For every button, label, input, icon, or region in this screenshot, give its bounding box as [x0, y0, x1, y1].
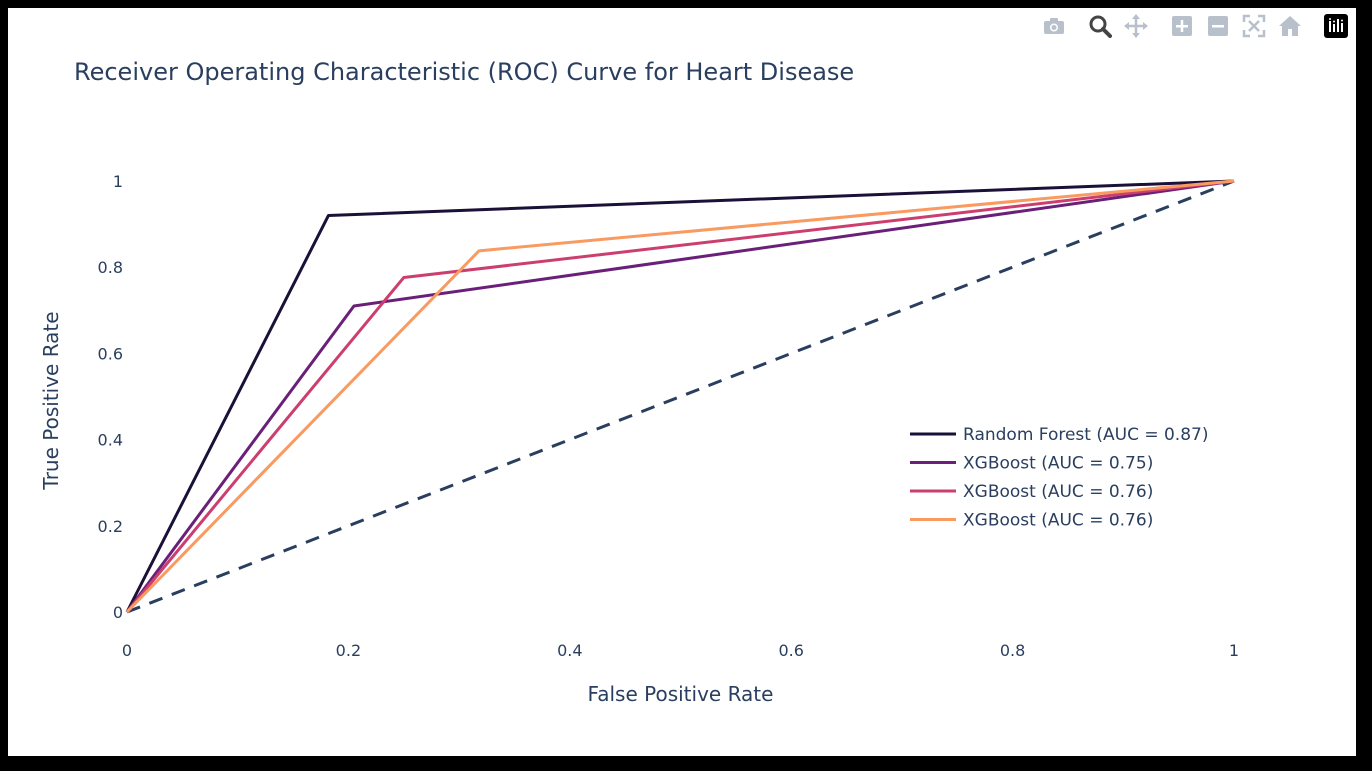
y-axis-title: True Positive Rate	[39, 311, 63, 490]
x-tick-label: 0.8	[1000, 641, 1025, 660]
camera-icon[interactable]	[1042, 14, 1066, 38]
chart-title: Receiver Operating Characteristic (ROC) …	[74, 58, 855, 86]
y-tick-label: 0.8	[98, 258, 123, 277]
reference-diagonal-line	[126, 179, 1235, 614]
y-tick-label: 1	[113, 172, 123, 191]
x-tick-label: 0.6	[778, 641, 803, 660]
legend-label-4: XGBoost (AUC = 0.76)	[963, 511, 1153, 531]
y-tick-label: 0	[113, 603, 123, 622]
chart-frame: Receiver Operating Characteristic (ROC) …	[8, 8, 1356, 756]
x-tick-label: 0.2	[336, 641, 361, 660]
x-tick-label: 0.4	[557, 641, 582, 660]
y-tick-label: 0.6	[98, 344, 123, 363]
series-line-4	[125, 179, 1235, 614]
series-line-1	[125, 179, 1235, 613]
series-line-3	[125, 179, 1235, 613]
pan-icon[interactable]	[1124, 14, 1148, 38]
zoom-icon[interactable]	[1088, 14, 1112, 38]
x-tick-label: 1	[1229, 641, 1239, 660]
legend-label-2: XGBoost (AUC = 0.75)	[963, 454, 1153, 474]
x-axis-title: False Positive Rate	[588, 682, 774, 706]
zoom-in-icon[interactable]	[1170, 14, 1194, 38]
y-tick-label: 0.4	[98, 431, 123, 450]
x-tick-label: 0	[122, 641, 132, 660]
plotly-logo-icon[interactable]	[1324, 14, 1348, 38]
legend-label-1: Random Forest (AUC = 0.87)	[963, 425, 1208, 445]
modebar	[1030, 12, 1348, 40]
series-line-2	[125, 179, 1235, 613]
legend-label-3: XGBoost (AUC = 0.76)	[963, 482, 1153, 502]
autoscale-icon[interactable]	[1242, 14, 1266, 38]
zoom-out-icon[interactable]	[1206, 14, 1230, 38]
y-tick-label: 0.2	[98, 517, 123, 536]
roc-plot: 0 0.2 0.4 0.6 0.8 1 0 0.2 0.4 0.6 0.8 1 False Positi…	[39, 172, 1239, 706]
home-icon[interactable]	[1278, 14, 1302, 38]
